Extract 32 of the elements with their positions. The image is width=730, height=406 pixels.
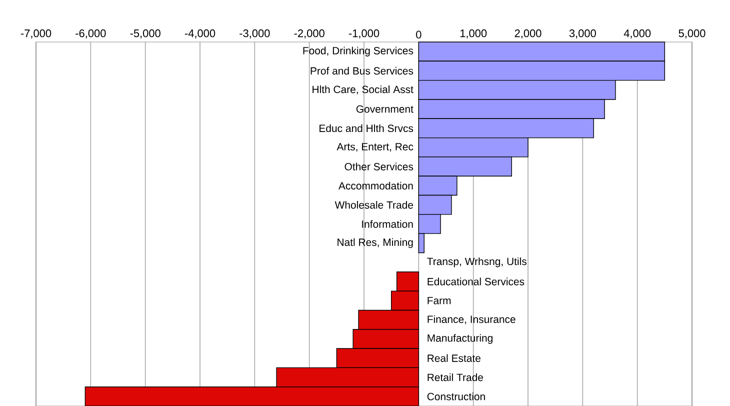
y-tick-label: Finance, Insurance [428, 315, 516, 324]
y-tick-label: Hlth Care, Social Asst [312, 85, 414, 94]
x-tick-label: 3,000 [569, 29, 596, 38]
x-tick-label: -4,000 [184, 29, 216, 38]
y-tick-label: Real Estate [428, 354, 480, 362]
y-tick-label: Accommodation [338, 182, 413, 190]
y-tick-label: Information [362, 220, 413, 228]
x-tick-label: 0 [416, 30, 422, 38]
x-tick-label: -7,000 [20, 29, 52, 38]
x-tick-label: -5,000 [130, 29, 160, 38]
y-tick-label: Farm [428, 296, 451, 304]
x-tick-label: -2,000 [294, 29, 324, 38]
x-tick-label: -1,000 [348, 29, 380, 38]
y-tick-label: Retail Trade [428, 373, 483, 382]
x-tick-label: 1,000 [460, 29, 487, 38]
y-tick-label: Other Services [344, 162, 414, 170]
x-tick-label: -3,000 [240, 29, 270, 38]
y-tick-label: Food, Drinking Services [303, 46, 414, 56]
y-tick-label: Prof and Bus Services [310, 66, 414, 75]
y-tick-label: Government [356, 105, 414, 113]
y-tick-label: Educ and Hlth Srvcs [320, 124, 414, 132]
x-tick-label: 5,000 [678, 29, 706, 38]
y-tick-label: Construction [427, 392, 485, 400]
y-tick-label: Natl Res, Mining [338, 238, 413, 248]
y-tick-label: Wholesale Trade [334, 201, 413, 209]
y-tick-label: Arts, Entert, Rec [336, 143, 414, 152]
y-tick-label: Manufacturing [428, 334, 492, 344]
x-tick-label: 4,000 [624, 29, 651, 38]
y-tick-label: Transp, Wrhsng, Utils [427, 257, 526, 268]
x-tick-label: -6,000 [76, 29, 106, 38]
x-tick-label: 2,000 [514, 29, 542, 38]
y-tick-label: Educational Services [428, 278, 524, 286]
